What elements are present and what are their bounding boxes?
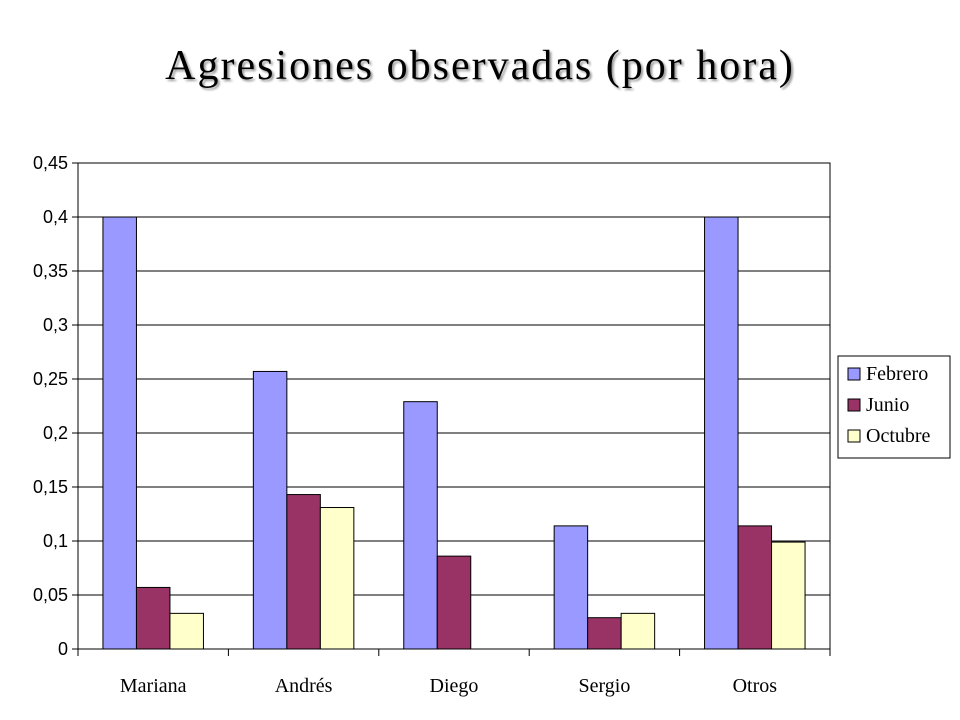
bar-octubre-4 bbox=[620, 612, 656, 650]
bar-febrero-3 bbox=[403, 401, 438, 650]
bar-junio-3 bbox=[436, 555, 472, 650]
bar-febrero-2 bbox=[252, 370, 288, 650]
axes: 0 0,05 0,1 0,15 0,2 0,25 0,3 0,35 0,4 0,45 Mariana… bbox=[33, 153, 831, 697]
y-tick-label: 0,2 bbox=[43, 423, 68, 443]
bar-febrero-4 bbox=[553, 525, 589, 650]
x-tick-label: Otros bbox=[733, 675, 778, 697]
y-tick-label: 0,35 bbox=[33, 261, 68, 281]
bar-octubre-5 bbox=[771, 541, 806, 650]
legend-label-octubre: Octubre bbox=[866, 425, 931, 447]
y-tick-label: 0,25 bbox=[33, 369, 68, 389]
bar-octubre-2 bbox=[319, 507, 355, 650]
legend-label-febrero: Febrero bbox=[866, 363, 928, 385]
y-tick-label: 0,3 bbox=[43, 315, 68, 335]
y-tick-label: 0,1 bbox=[43, 531, 68, 551]
bar-febrero-1 bbox=[102, 216, 137, 650]
y-tick-label: 0,05 bbox=[33, 585, 68, 605]
bar-junio-5 bbox=[737, 525, 773, 650]
bar-febrero-5 bbox=[704, 216, 739, 650]
x-tick-label: Sergio bbox=[578, 675, 630, 697]
bar-junio-2 bbox=[286, 494, 321, 650]
bar-octubre-1 bbox=[169, 612, 204, 650]
legend-swatch-octubre bbox=[847, 429, 861, 443]
legend-swatch-junio bbox=[847, 398, 861, 412]
x-tick-label: Mariana bbox=[120, 675, 187, 697]
bar-junio-4 bbox=[587, 617, 622, 650]
chart-title: Agresiones observadas (por hora) bbox=[165, 43, 795, 89]
y-tick-label: 0 bbox=[58, 639, 68, 659]
y-tick-label: 0,4 bbox=[43, 207, 68, 227]
bar-junio-1 bbox=[135, 586, 171, 650]
bars bbox=[102, 216, 806, 650]
y-tick-label: 0,15 bbox=[33, 477, 68, 497]
legend: Febrero Junio Octubre bbox=[837, 355, 951, 459]
x-tick-label: Diego bbox=[430, 675, 479, 697]
x-tick-label: Andrés bbox=[275, 675, 333, 697]
y-tick-label: 0,45 bbox=[33, 153, 68, 173]
legend-label-junio: Junio bbox=[866, 394, 909, 416]
legend-swatch-febrero bbox=[847, 367, 861, 381]
